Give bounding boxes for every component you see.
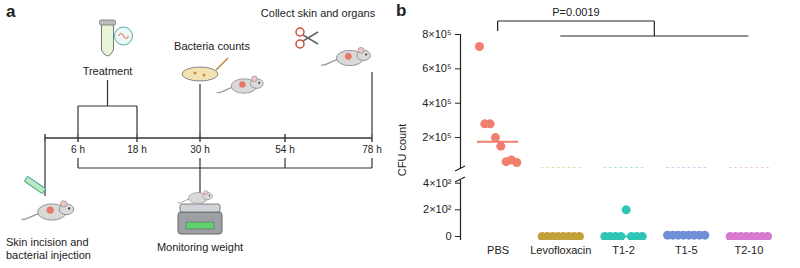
svg-text:78 h: 78 h [362,144,381,155]
svg-text:Levofloxacin: Levofloxacin [530,244,591,256]
svg-text:2×10⁵: 2×10⁵ [422,131,451,143]
svg-text:PBS: PBS [487,244,509,256]
svg-text:54 h: 54 h [275,144,294,155]
svg-text:4×10²: 4×10² [423,177,452,189]
svg-text:6×10⁵: 6×10⁵ [422,62,451,74]
svg-text:T1-5: T1-5 [675,244,698,256]
svg-text:4×10⁵: 4×10⁵ [422,97,451,109]
svg-text:6 h: 6 h [71,144,85,155]
svg-text:Bacteria counts: Bacteria counts [174,40,250,52]
svg-text:Treatment: Treatment [83,65,133,77]
svg-text:bacterial injection: bacterial injection [6,249,91,261]
svg-text:T2-10: T2-10 [735,244,764,256]
svg-text:Monitoring weight: Monitoring weight [157,241,243,253]
svg-text:8×10⁵: 8×10⁵ [422,28,451,40]
svg-text:T1-2: T1-2 [612,244,635,256]
svg-text:CFU count: CFU count [396,124,408,177]
svg-text:b: b [396,1,406,20]
svg-text:Collect skin and organs: Collect skin and organs [261,7,376,19]
svg-text:2×10²: 2×10² [423,203,452,215]
svg-text:18 h: 18 h [127,144,146,155]
svg-text:Skin incision and: Skin incision and [6,236,89,248]
svg-text:0: 0 [445,230,451,242]
svg-text:P=0.0019: P=0.0019 [552,6,599,18]
svg-text:a: a [6,2,16,21]
svg-text:30 h: 30 h [190,144,209,155]
